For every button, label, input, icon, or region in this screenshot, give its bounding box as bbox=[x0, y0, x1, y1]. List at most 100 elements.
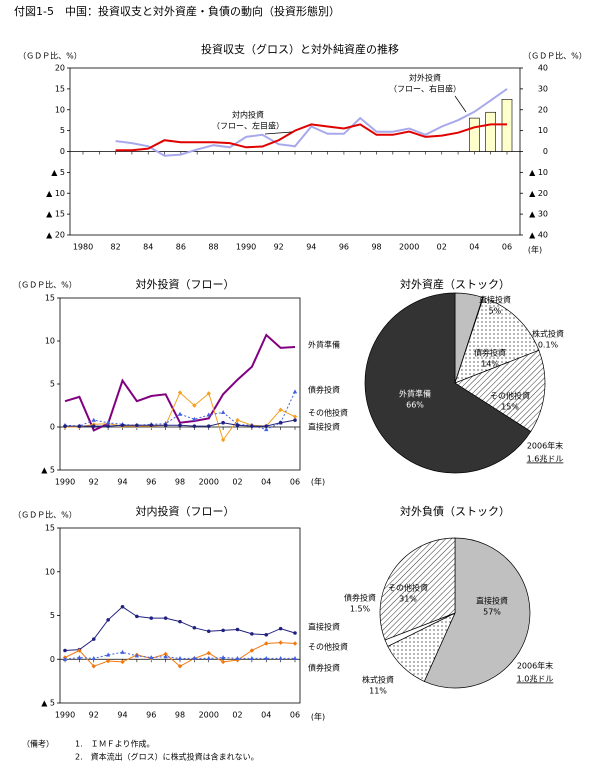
marker bbox=[235, 417, 240, 423]
x-tick-label: 02 bbox=[232, 711, 242, 720]
series-line bbox=[115, 88, 508, 157]
y-tick-label: ▲ 10 bbox=[46, 189, 65, 198]
annotation-arrow bbox=[454, 95, 467, 113]
marker bbox=[278, 655, 283, 660]
marker bbox=[250, 424, 254, 428]
marker bbox=[63, 424, 67, 428]
marker bbox=[177, 411, 183, 416]
bar bbox=[485, 111, 496, 152]
series-line bbox=[64, 333, 296, 432]
marker bbox=[163, 423, 168, 428]
slice-label: 直接投資 bbox=[479, 295, 511, 305]
marker bbox=[249, 655, 255, 660]
marker bbox=[250, 632, 254, 636]
pie-note: 2006年末 bbox=[517, 661, 553, 671]
marker bbox=[264, 424, 269, 428]
slice-value: 15% bbox=[501, 403, 519, 412]
slice-value: 0.1% bbox=[538, 341, 559, 350]
x-tick-label: 98 bbox=[371, 243, 381, 252]
marker bbox=[292, 641, 298, 646]
marker bbox=[91, 637, 96, 641]
marker bbox=[220, 409, 226, 414]
x-axis-label: (年) bbox=[311, 712, 325, 722]
series-label: 外貨準備 bbox=[308, 340, 340, 350]
x-tick-label: 86 bbox=[176, 243, 186, 252]
marker bbox=[106, 618, 110, 622]
marker bbox=[293, 631, 297, 635]
marker bbox=[106, 424, 110, 428]
chart-title: 対外資産（ストック） bbox=[400, 277, 510, 291]
marker bbox=[264, 632, 269, 637]
pie-slice bbox=[379, 537, 456, 641]
pie-slice bbox=[454, 297, 540, 384]
y-tick-label: ▲ 5 bbox=[51, 168, 65, 177]
series-label: 債券投資 bbox=[308, 385, 340, 395]
marker bbox=[206, 655, 211, 660]
slice-label: 債券投資 bbox=[474, 348, 506, 358]
marker bbox=[278, 407, 283, 412]
y-tick-label: 5 bbox=[50, 611, 55, 620]
note: 1. ＩＭＦより作成。 bbox=[75, 739, 154, 749]
pie-slice bbox=[454, 349, 546, 433]
marker bbox=[91, 664, 96, 669]
y-tick-label: 0 bbox=[50, 423, 55, 432]
marker bbox=[91, 417, 96, 422]
series-line bbox=[64, 606, 296, 651]
y2-tick-label: ▲ 40 bbox=[529, 231, 548, 240]
marker bbox=[206, 412, 211, 417]
marker bbox=[192, 424, 197, 428]
x-tick-label: 96 bbox=[339, 243, 349, 252]
y-tick-label: 10 bbox=[45, 567, 55, 576]
marker bbox=[91, 655, 96, 660]
x-tick-label: 02 bbox=[437, 243, 447, 252]
marker bbox=[134, 653, 140, 658]
x-tick-label: 2000 bbox=[399, 243, 419, 252]
y2-tick-label: 20 bbox=[538, 105, 548, 114]
series-line bbox=[64, 642, 296, 667]
pie-note: 2006年末 bbox=[527, 441, 563, 451]
x-tick-label: 1990 bbox=[55, 478, 75, 487]
slice-value: 1.5% bbox=[350, 605, 371, 614]
marker bbox=[192, 403, 197, 408]
slice-value: 57% bbox=[483, 608, 501, 617]
x-tick-label: 1990 bbox=[236, 243, 256, 252]
x-tick-label: 98 bbox=[175, 711, 185, 720]
marker bbox=[177, 655, 183, 660]
slice-value: 11% bbox=[369, 687, 387, 696]
slice-value: 5% bbox=[489, 307, 502, 316]
marker bbox=[293, 418, 297, 422]
marker bbox=[192, 625, 197, 630]
marker bbox=[264, 655, 269, 660]
y2-tick-label: 30 bbox=[538, 84, 548, 93]
y-axis-label: （ＧＤＰ比、%） bbox=[13, 510, 77, 520]
marker bbox=[264, 427, 269, 432]
y2-tick-label: 40 bbox=[538, 64, 548, 73]
chart-title: 対外負債（ストック） bbox=[400, 504, 510, 518]
pie-slice bbox=[364, 292, 532, 474]
x-tick-label: 94 bbox=[117, 478, 127, 487]
marker bbox=[178, 423, 182, 428]
marker bbox=[91, 424, 96, 428]
y2-tick-label: 0 bbox=[543, 147, 548, 156]
x-axis-label: (年) bbox=[311, 477, 325, 487]
x-tick-label: 06 bbox=[502, 243, 512, 252]
y-tick-label: 0 bbox=[50, 655, 55, 664]
y2-tick-label: ▲ 30 bbox=[529, 210, 548, 219]
marker bbox=[135, 614, 139, 619]
x-tick-label: 94 bbox=[306, 243, 316, 252]
slice-label: その他投資 bbox=[388, 583, 428, 593]
y-tick-label: ▲ 20 bbox=[46, 231, 65, 240]
pie-slice bbox=[423, 537, 531, 689]
marker bbox=[149, 423, 154, 428]
x-tick-label: 1990 bbox=[55, 711, 75, 720]
marker bbox=[192, 416, 197, 421]
x-tick-label: 92 bbox=[274, 243, 284, 252]
y-tick-label: 5 bbox=[60, 126, 65, 135]
marker bbox=[77, 648, 82, 653]
x-axis-label: (年) bbox=[528, 245, 542, 255]
annotation: 対外投資 bbox=[409, 73, 441, 83]
y-tick-label: 15 bbox=[45, 294, 55, 303]
figure-title: 付図1-5 中国：投資収支と対外資産・負債の動向（投資形態別） bbox=[14, 4, 340, 18]
marker bbox=[77, 424, 82, 428]
marker bbox=[292, 655, 298, 660]
